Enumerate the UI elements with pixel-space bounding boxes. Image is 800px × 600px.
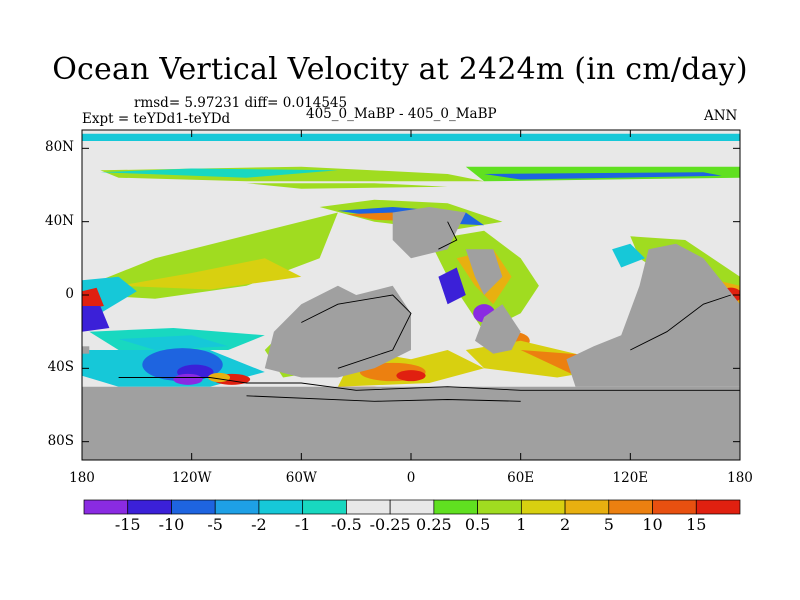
west-equatorial-blue [82,306,110,332]
land-mask-6 [475,304,521,354]
colorbar [83,499,741,515]
chart-title: Ocean Vertical Velocity at 2424m (in cm/… [52,52,748,87]
x-tick-label-3: 0 [406,470,416,486]
x-tick-label-0: 180 [69,470,95,486]
colorbar-box-11 [564,499,610,515]
land-mask-5 [392,212,408,222]
stats-line: rmsd= 5.97231 diff= 0.014545 [134,95,348,111]
arctic-east-blue [484,172,722,180]
north-basin-green [91,212,338,299]
colorbar-box-4 [258,499,304,515]
y-tick-label-2: 0 [65,286,74,302]
north-band-cyan [82,133,740,141]
colorbar-box-2 [171,499,216,515]
colorbar-label-0: -15 [114,515,141,534]
coastline-4 [630,294,732,351]
colorbar-box-14 [695,499,741,515]
colorbar-label-13: 15 [686,515,707,534]
coastline-1 [246,395,521,402]
y-tick-label-3: 40S [47,359,74,376]
y-tick-label-0: 80N [45,139,74,156]
coastline-3 [438,221,458,250]
colorbar-box-7 [389,499,435,515]
colorbar-box-12 [608,499,653,515]
coastline-0 [118,377,740,391]
x-tick-label-2: 60W [285,470,317,486]
arctic-band-cyan [100,168,338,178]
colorbar-box-10 [520,499,566,515]
expt-line: Expt = teYDd1-teYDd [82,111,231,127]
right-subtitle: ANN [704,108,738,124]
land-mask-7 [566,243,740,387]
map-field [82,130,740,460]
west-equatorial-red [82,287,104,310]
north-basin-yellow [118,258,302,290]
x-tick-label-5: 120E [612,470,649,486]
land-mask-2 [264,285,411,378]
y-tick-label-4: 80S [47,432,74,449]
colorbar-box-13 [652,499,697,515]
x-tick-label-1: 120W [171,470,212,486]
colorbar-box-1 [127,499,172,515]
land-mask-3 [392,207,466,259]
land-mask-1 [82,346,90,354]
land-mask-0 [82,386,740,460]
colorbar-label-11: 5 [603,515,614,534]
colorbar-label-7: 0.25 [416,515,452,534]
colorbar-box-3 [214,499,260,515]
colorbar-label-1: -10 [158,515,185,534]
colorbar-label-10: 2 [559,515,571,534]
arctic-mid-green [246,183,448,189]
x-tick-label-6: 180 [727,470,753,486]
colorbar-box-8 [433,499,478,515]
center-subtitle: 405_0_MaBP - 405_0_MaBP [306,106,497,122]
y-tick-label-1: 40N [45,212,74,229]
colorbar-box-0 [83,499,129,515]
colorbar-box-6 [346,499,391,515]
colorbar-label-8: 0.5 [464,515,491,534]
land-mask-4 [465,249,503,295]
south-pacific-teal [118,335,229,350]
east-basin-blue [438,267,466,305]
colorbar-label-5: -0.5 [330,515,362,534]
colorbar-label-9: 1 [516,515,527,534]
coastline-2 [301,294,412,369]
map-axes [81,129,741,461]
colorbar-label-6: -0.25 [369,515,411,534]
x-tick-label-4: 60E [507,470,535,486]
east-pacific-cyan [612,243,645,268]
colorbar-label-12: 10 [642,515,663,534]
colorbar-label-4: -1 [294,515,311,534]
colorbar-box-5 [302,499,347,515]
colorbar-label-2: -5 [207,515,223,534]
colorbar-label-3: -2 [251,515,267,534]
colorbar-box-9 [477,499,522,515]
south-pool-purple [173,373,203,385]
south-atlantic-red [396,370,426,382]
